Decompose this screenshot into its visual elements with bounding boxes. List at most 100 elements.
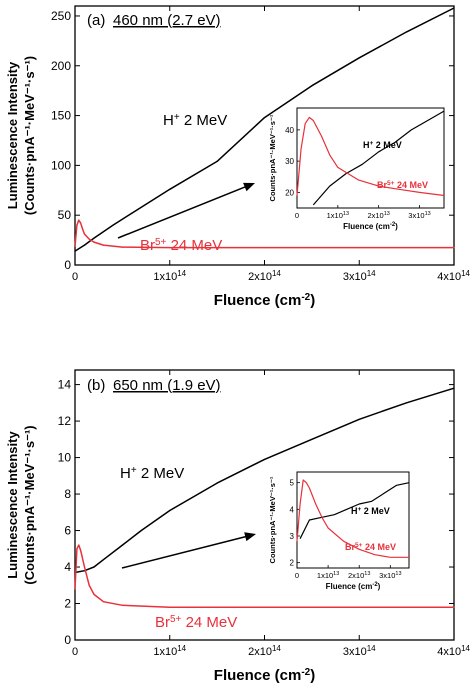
series-label-h: H+ 2 MeV (120, 465, 184, 483)
data-point (453, 247, 455, 249)
data-point (406, 31, 408, 33)
x-tick-label: 2x1014 (248, 269, 281, 284)
y-tick-label: 6 (64, 524, 71, 538)
y-tick-label: 150 (51, 109, 71, 123)
data-point (150, 200, 152, 202)
series-label-h: H+ 2 MeV (163, 112, 227, 130)
inset-chart: 2 3 4 5 0 1x1013 2x1013 3x1013 Fluence (cm-2) Cou… (268, 471, 410, 591)
y-axis-label-line1: Luminescence Intensity (5, 431, 20, 579)
y-tick-label: 100 (51, 158, 71, 172)
y-tick-label: 12 (58, 414, 72, 428)
y-tick-label: 200 (51, 59, 71, 73)
inset-x-axis-label: Fluence (cm-2) (343, 222, 398, 231)
data-point (112, 224, 114, 226)
inset-series-label-h: H+ 2 MeV (351, 506, 390, 517)
y-tick-label: 2 (64, 597, 71, 611)
data-point (121, 544, 123, 546)
inset-x-tick-label: 2x1013 (367, 211, 389, 220)
arrow-head (243, 182, 255, 192)
data-point (102, 244, 104, 246)
data-point (263, 606, 266, 608)
inset-y-tick-label: 5 (290, 479, 295, 488)
data-point (74, 245, 76, 247)
data-point (169, 188, 171, 190)
y-tick-label: 0 (64, 633, 71, 647)
chart-title: 650 nm (1.9 eV) (113, 377, 221, 394)
data-point (263, 117, 266, 119)
inset-y-axis-label: Counts·pnA⁻¹·MeV⁻¹·s⁻¹ (268, 114, 277, 201)
y-tick-label: 14 (58, 378, 72, 392)
inset-x-tick-label: 0 (295, 571, 299, 580)
data-point (140, 529, 142, 532)
data-point (102, 601, 104, 603)
y-tick-label: 4 (64, 560, 71, 574)
inset-y-tick-label: 4 (290, 505, 295, 514)
y-tick-label: 8 (64, 487, 71, 501)
data-point (121, 604, 123, 606)
chart-title: 460 nm (2.7 eV) (113, 12, 221, 29)
inset-y-axis-label: Counts·pnA⁻¹·MeV⁻¹·s⁻¹ (268, 476, 277, 563)
y-tick-label: 0 (64, 258, 71, 272)
data-point (453, 387, 455, 389)
y-axis-label-line2: (Counts·pnA⁻¹·MeV⁻¹·s⁻¹) (22, 56, 37, 215)
x-tick-label: 2x1014 (248, 644, 281, 659)
data-point (453, 7, 455, 9)
series-label-br: Br5+ 24 MeV (155, 614, 237, 632)
inset-x-tick-label: 1x1013 (327, 211, 349, 220)
data-point (74, 588, 76, 590)
inset-x-axis-label: Fluence (cm-2) (326, 582, 381, 591)
data-point (82, 228, 84, 230)
data-point (88, 238, 90, 240)
data-point (169, 606, 171, 608)
x-tick-label: 4x1014 (437, 644, 470, 659)
series-label-br: Br5+ 24 MeV (140, 237, 222, 255)
arrow-line (117, 185, 248, 239)
y-tick-label: 50 (58, 208, 72, 222)
data-point (358, 57, 360, 59)
data-point (80, 550, 82, 552)
y-tick-label: 10 (58, 451, 72, 465)
panel-label: (a) (87, 12, 105, 29)
y-axis-label-line1: Luminescence Intensity (5, 61, 20, 209)
inset-series-label-h: H+ 2 MeV (363, 140, 402, 151)
arrow-line (121, 535, 249, 569)
data-point (78, 219, 80, 221)
data-point (102, 559, 104, 561)
data-point (131, 212, 133, 214)
inset-y-tick-label: 30 (285, 157, 294, 166)
x-tick-label: 1x1014 (153, 269, 186, 284)
data-point (358, 247, 360, 249)
inset-y-tick-label: 3 (290, 532, 295, 541)
data-point (83, 233, 86, 235)
data-point (93, 593, 95, 596)
data-point (358, 418, 360, 420)
data-point (311, 85, 313, 87)
x-tick-label: 3x1014 (343, 644, 376, 659)
inset-series-line-h-2mev (299, 482, 410, 539)
x-axis-label: Fluence (cm-2) (214, 292, 315, 310)
y-tick-label: 250 (51, 9, 71, 23)
inset-x-tick-label: 3x1013 (379, 571, 401, 580)
inset-series-label-br: Br5+ 24 MeV (377, 180, 428, 191)
data-point (169, 509, 171, 512)
data-point (88, 584, 90, 586)
inset-x-tick-label: 0 (295, 211, 299, 220)
x-tick-label: 0 (72, 271, 78, 283)
inset-series-line-br-24mev (296, 116, 445, 197)
y-axis-label-line2: (Counts·pnA⁻¹·MeV⁻¹·s⁻¹) (22, 425, 37, 584)
inset-series-label-br: Br5+ 24 MeV (345, 542, 396, 553)
data-point (358, 606, 360, 608)
inset-series-line-br-24mev (296, 479, 409, 558)
data-point (169, 247, 171, 249)
inset-chart: 20 30 40 0 1x1013 2x1013 3x1013 Fluence (cm-2) C… (268, 107, 445, 231)
data-point (453, 606, 455, 608)
inset-series-line-h-2mev (312, 110, 445, 206)
data-point (406, 402, 408, 404)
data-point (93, 241, 95, 243)
data-point (83, 566, 86, 568)
data-point (263, 458, 266, 460)
inset-x-tick-label: 1x1013 (317, 571, 339, 580)
